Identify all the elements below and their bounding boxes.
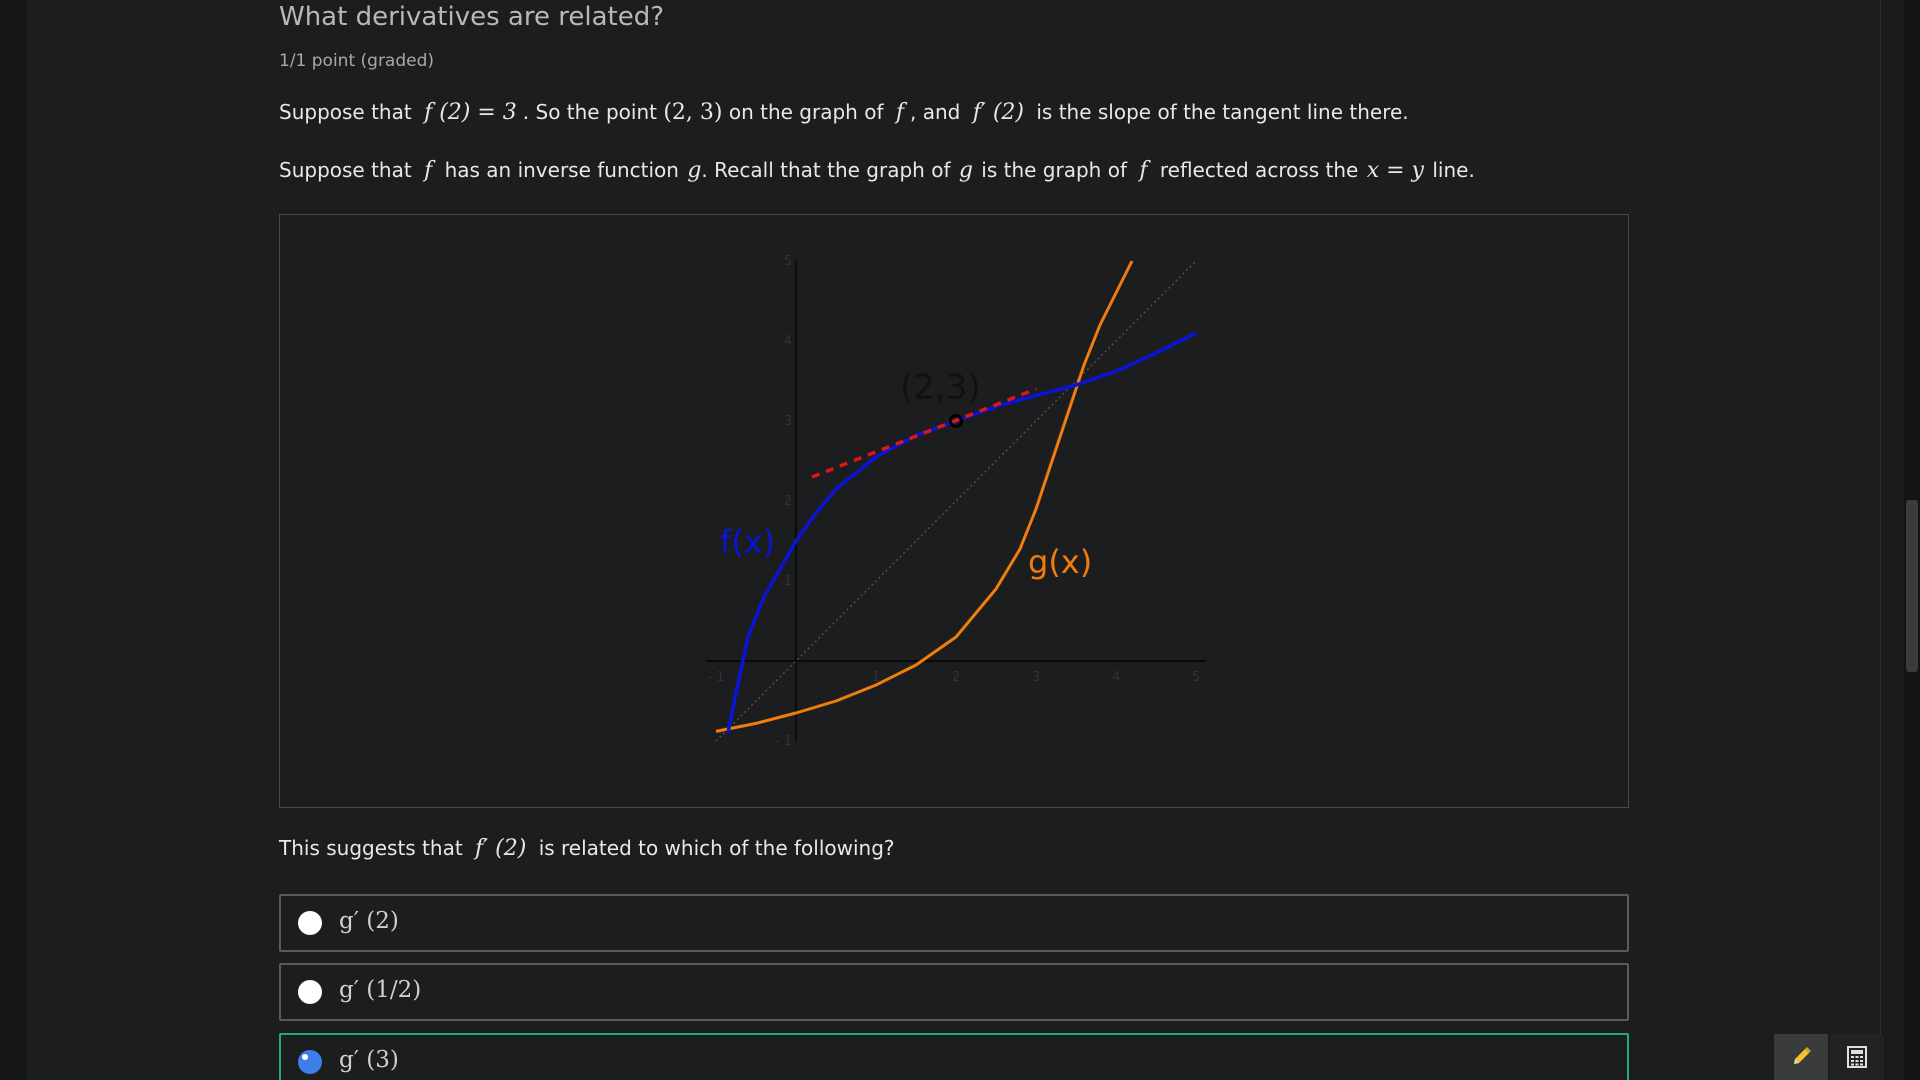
pencil-icon [1790,1046,1812,1068]
point-label: (2,3) [900,368,981,408]
radio-button-selected[interactable] [298,1050,322,1074]
y-tick-label: 5 [784,254,792,269]
calculator-icon [1847,1046,1867,1068]
y-tick-label: 2 [784,494,792,509]
math: g [959,158,973,183]
scrollbar[interactable] [1904,0,1920,1080]
text: is the slope of the tangent line there. [1036,100,1408,124]
y-tick-label: 4 [784,334,792,349]
text: is the graph of [981,158,1127,182]
x-tick-label: 4 [1112,670,1120,685]
right-rail [1880,0,1905,1080]
left-rail [0,0,27,1080]
y-tick-label: 3 [784,414,792,429]
math: g [687,158,701,183]
question-text: This suggests that f′ (2) is related to … [279,836,895,861]
x-tick-label: 5 [1192,670,1200,685]
y-tick-label: 1 [784,574,792,589]
text: line. [1432,158,1474,182]
math: f′ (2) [973,100,1024,125]
y-tick-label: - 1 [775,734,792,749]
text: on the graph of [729,100,884,124]
choice-option-1[interactable]: g′ (2) [279,894,1629,952]
math: f (2) = 3 [424,100,517,125]
paragraph-1: Suppose that f (2) = 3. So the point (2,… [279,100,1409,125]
choice-label: g′ (1/2) [339,977,421,1003]
pencil-button[interactable] [1774,1034,1828,1080]
radio-button[interactable] [298,911,322,935]
x-tick-label: 3 [1032,670,1040,685]
graph-figure: - 1- 1 1 1 2 2 3 3 4 4 5 5 (2,3) f(x) g(x) [279,214,1629,808]
math: f [1139,158,1147,183]
text: is related to which of the following? [539,836,895,860]
text: Suppose that [279,100,412,124]
scrollbar-thumb[interactable] [1906,500,1918,672]
text: . So the point [523,100,657,124]
radio-button[interactable] [298,980,322,1004]
problem-title: What derivatives are related? [279,0,664,34]
text: . Recall that the graph of [701,158,950,182]
points-label: 1/1 point (graded) [279,51,434,71]
paragraph-2: Suppose that f has an inverse function g… [279,158,1475,183]
text: reflected across the [1160,158,1358,182]
choice-option-2[interactable]: g′ (1/2) [279,963,1629,1021]
calculator-button[interactable] [1830,1034,1884,1080]
text: has an inverse function [445,158,679,182]
text: Suppose that [279,158,412,182]
x-tick-label: - 1 [707,670,724,685]
f-label: f(x) [720,523,775,561]
text: , and [910,100,960,124]
math: f [896,100,904,125]
math: x = y [1367,158,1424,183]
g-label: g(x) [1028,543,1092,581]
choice-label: g′ (3) [339,1047,399,1073]
math: f [424,158,432,183]
x-tick-label: 2 [952,670,960,685]
choice-option-3[interactable]: g′ (3) [279,1033,1629,1080]
choice-label: g′ (2) [339,908,399,934]
text: This suggests that [279,836,463,860]
math: (2, 3) [663,100,722,125]
math: f′ (2) [475,836,526,861]
